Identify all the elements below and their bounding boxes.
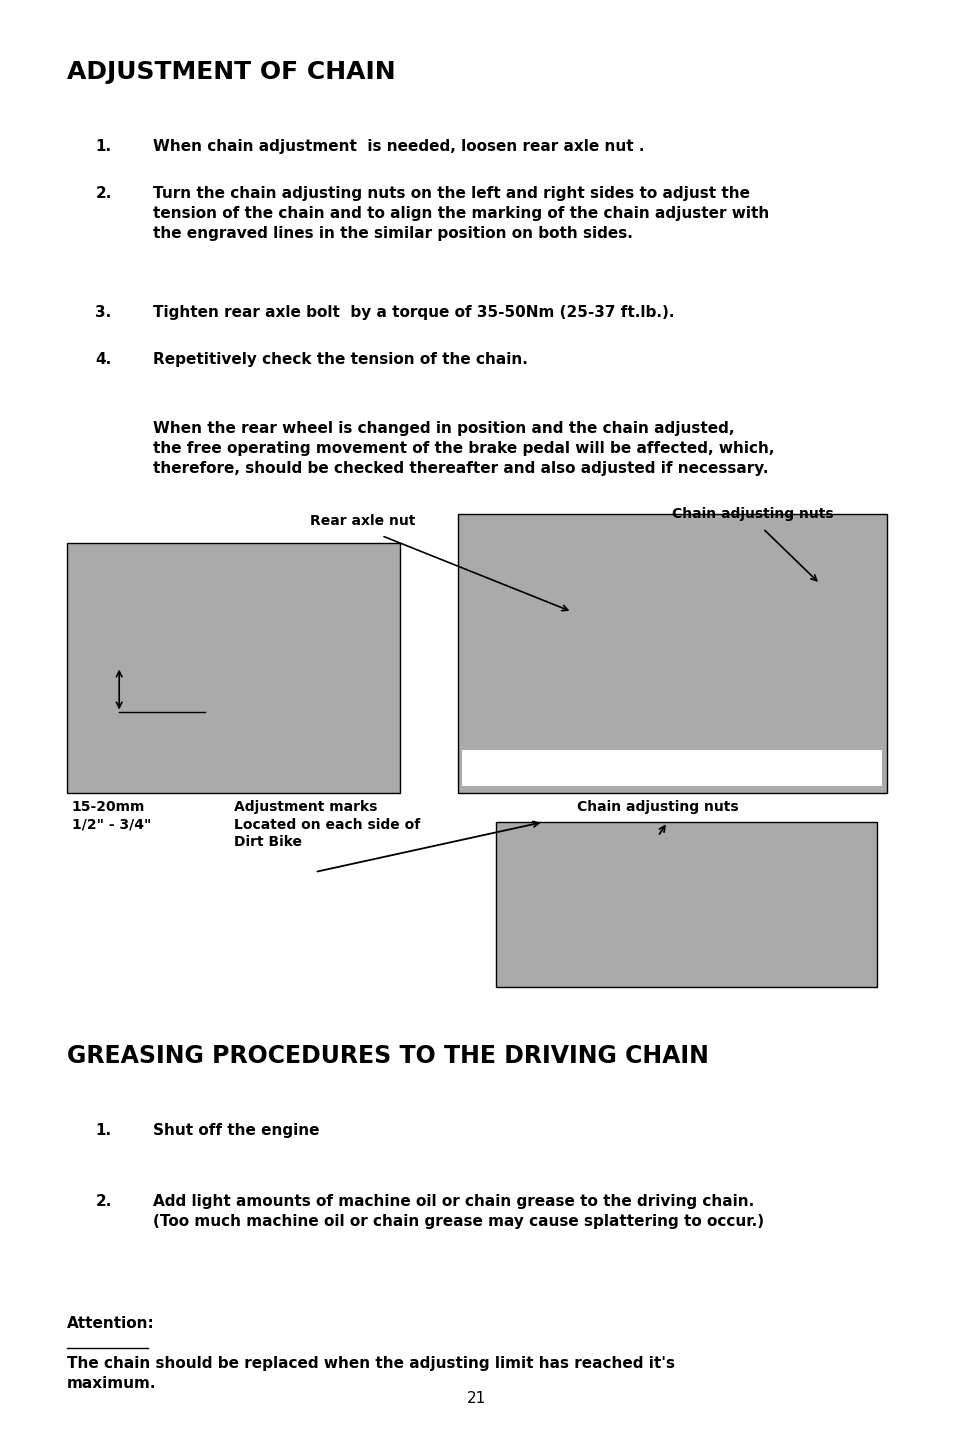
Bar [457, 514, 886, 793]
Bar [496, 822, 877, 987]
Text: ADJUSTMENT OF CHAIN: ADJUSTMENT OF CHAIN [67, 60, 395, 84]
Text: Rear axle nut: Rear axle nut [310, 514, 415, 528]
Text: GREASING PROCEDURES TO THE DRIVING CHAIN: GREASING PROCEDURES TO THE DRIVING CHAIN [67, 1044, 708, 1068]
Text: 1.: 1. [95, 139, 112, 153]
Bar [462, 750, 882, 786]
Text: 2.: 2. [95, 186, 112, 200]
Text: Adjustment marks
Located on each side of
Dirt Bike: Adjustment marks Located on each side of… [233, 800, 419, 849]
Text: Turn the chain adjusting nuts on the left and right sides to adjust the
tension : Turn the chain adjusting nuts on the lef… [152, 186, 768, 241]
Text: 21: 21 [467, 1392, 486, 1406]
Text: When the rear wheel is changed in position and the chain adjusted,
the free oper: When the rear wheel is changed in positi… [152, 421, 773, 475]
Text: Repetitively check the tension of the chain.: Repetitively check the tension of the ch… [152, 352, 527, 367]
Text: Tighten rear axle bolt  by a torque of 35-50Nm (25-37 ft.lb.).: Tighten rear axle bolt by a torque of 35… [152, 305, 674, 319]
Text: Shut off the engine: Shut off the engine [152, 1123, 318, 1137]
Text: Add light amounts of machine oil or chain grease to the driving chain.
(Too much: Add light amounts of machine oil or chai… [152, 1194, 763, 1229]
Bar [67, 543, 400, 793]
Text: 15-20mm
1/2" - 3/4": 15-20mm 1/2" - 3/4" [71, 800, 151, 832]
Text: The chain should be replaced when the adjusting limit has reached it's
maximum.: The chain should be replaced when the ad… [67, 1356, 674, 1390]
Text: 4.: 4. [95, 352, 112, 367]
Text: When chain adjustment  is needed, loosen rear axle nut .: When chain adjustment is needed, loosen … [152, 139, 643, 153]
Text: 2.: 2. [95, 1194, 112, 1209]
Text: Chain adjusting nuts: Chain adjusting nuts [577, 800, 738, 815]
Text: 3.: 3. [95, 305, 112, 319]
Text: Attention:: Attention: [67, 1316, 154, 1330]
Text: Chain adjusting nuts: Chain adjusting nuts [672, 507, 833, 521]
Text: 1.: 1. [95, 1123, 112, 1137]
